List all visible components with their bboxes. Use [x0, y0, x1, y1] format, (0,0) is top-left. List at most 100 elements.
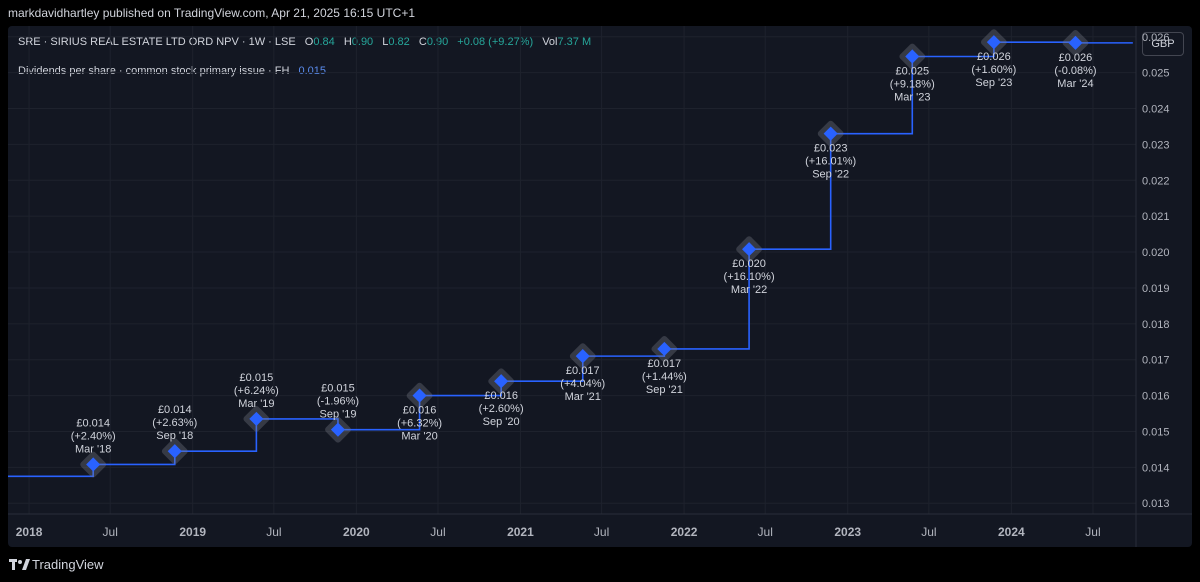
dividend-change-label: (+4.04%) [560, 378, 605, 390]
footer: TradingView [0, 547, 1200, 582]
low-value: 0.82 [388, 36, 410, 48]
x-tick-label: 2023 [834, 525, 861, 539]
y-tick-label: 0.018 [1142, 319, 1170, 331]
dividend-period-label: Mar '21 [565, 391, 601, 403]
dividend-chart: 0.026 0.025 0.024 0.023 0.022 0.021 0.020 0.019… [8, 26, 1192, 547]
dividend-period-label: Mar '20 [401, 431, 437, 443]
dividend-value-label: £0.014 [158, 404, 192, 416]
dividend-period-label: Sep '19 [319, 409, 356, 421]
x-tick-label: Jul [266, 525, 281, 539]
x-tick-label: Jul [758, 525, 773, 539]
dividend-change-label: (+2.60%) [479, 403, 524, 415]
y-tick-label: 0.015 [1142, 426, 1170, 438]
currency-button[interactable]: GBP [1142, 32, 1184, 56]
y-tick-label: 0.022 [1142, 175, 1170, 187]
dividend-period-label: Mar '24 [1057, 78, 1093, 90]
dividend-marker [249, 411, 264, 426]
dividend-marker [1068, 35, 1083, 50]
dividend-value-label: £0.020 [732, 258, 766, 270]
dividend-value-label: £0.015 [321, 383, 355, 395]
dividend-period-label: Sep '21 [646, 384, 683, 396]
dividend-value-label: £0.025 [895, 66, 929, 78]
dividend-period-label: Sep '23 [975, 77, 1012, 89]
y-tick-label: 0.014 [1142, 462, 1170, 474]
symbol-name: SRE · SIRIUS REAL ESTATE LTD ORD NPV · 1… [18, 36, 296, 48]
indicator-label: Dividends per share · common stock prima… [18, 65, 290, 77]
dividend-change-label: (-1.96%) [317, 396, 359, 408]
dividend-period-label: Mar '18 [75, 443, 111, 455]
indicator-legend[interactable]: Dividends per share · common stock prima… [18, 62, 326, 80]
dividend-step-line [8, 41, 1133, 478]
tradingview-logo-icon [9, 559, 30, 570]
y-tick-label: 0.016 [1142, 391, 1170, 403]
y-tick-label: 0.026 [1142, 32, 1170, 44]
x-tick-label: Jul [430, 525, 445, 539]
dividend-marker [167, 444, 182, 459]
dividend-period-label: Mar '19 [238, 398, 274, 410]
brand-name: TradingView [32, 557, 104, 572]
dividend-change-label: (+2.63%) [152, 417, 197, 429]
dividend-change-label: (+6.32%) [397, 418, 442, 430]
dividend-change-label: (+16.01%) [805, 156, 856, 168]
dividend-change-label: (+9.18%) [890, 79, 935, 91]
dividend-period-label: Sep '18 [156, 430, 193, 442]
dividend-period-label: Mar '23 [894, 92, 930, 104]
publisher-line: markdavidhartley published on TradingVie… [8, 6, 416, 20]
close-label: C [418, 36, 427, 48]
open-value: 0.84 [313, 36, 335, 48]
dividend-change-label: (+16.10%) [724, 271, 775, 283]
volume-label: Vol [542, 36, 558, 48]
y-tick-label: 0.013 [1142, 498, 1170, 510]
dividend-marker [742, 242, 757, 257]
x-tick-label: Jul [594, 525, 609, 539]
symbol-legend: SRE · SIRIUS REAL ESTATE LTD ORD NPV · 1… [18, 33, 591, 51]
publisher-bar: markdavidhartley published on TradingVie… [0, 0, 1200, 26]
dividend-marker [86, 457, 101, 472]
x-tick-label: Jul [1085, 525, 1100, 539]
high-label: H [343, 36, 352, 48]
x-tick-label: 2019 [179, 525, 206, 539]
x-tick-label: 2020 [343, 525, 370, 539]
y-tick-label: 0.025 [1142, 68, 1170, 80]
dividend-change-label: (+2.40%) [71, 430, 116, 442]
x-tick-label: Jul [921, 525, 936, 539]
y-tick-label: 0.020 [1142, 247, 1170, 259]
dividend-value-label: £0.015 [240, 372, 274, 384]
dividend-value-label: £0.017 [566, 365, 600, 377]
dividend-value-label: £0.016 [484, 390, 518, 402]
dividend-value-label: £0.023 [814, 143, 848, 155]
dividend-period-label: Mar '22 [731, 284, 767, 296]
dividend-period-label: Sep '22 [812, 169, 849, 181]
x-tick-label: 2018 [16, 525, 43, 539]
dividend-value-label: £0.016 [403, 405, 437, 417]
dividend-value-label: £0.026 [977, 51, 1011, 63]
indicator-value: 0.015 [298, 65, 327, 77]
dividend-value-label: £0.014 [76, 417, 110, 429]
x-tick-label: Jul [103, 525, 118, 539]
dividend-marker [986, 35, 1001, 50]
y-tick-label: 0.017 [1142, 355, 1170, 367]
dividend-value-label: £0.017 [648, 358, 682, 370]
dividend-marker [575, 349, 590, 364]
y-tick-label: 0.021 [1142, 211, 1170, 223]
chart-panel[interactable]: SRE · SIRIUS REAL ESTATE LTD ORD NPV · 1… [8, 26, 1192, 547]
dividend-marker [657, 341, 672, 357]
volume-value: 7.37 M [557, 36, 592, 48]
x-tick-label: 2021 [507, 525, 534, 539]
dividend-marker [823, 126, 838, 141]
open-label: O [304, 36, 314, 48]
dividend-change-label: (-0.08%) [1054, 65, 1096, 77]
y-tick-label: 0.023 [1142, 139, 1170, 151]
dividend-marker [412, 388, 427, 403]
dividend-period-label: Sep '20 [483, 416, 520, 428]
high-value: 0.90 [351, 36, 374, 48]
x-tick-label: 2024 [998, 525, 1025, 539]
dividend-value-label: £0.026 [1059, 52, 1093, 64]
dividend-change-label: (+6.24%) [234, 385, 279, 397]
y-tick-label: 0.019 [1142, 283, 1170, 295]
x-tick-label: 2022 [671, 525, 698, 539]
price-change: +0.08 (+9.27%) [457, 36, 534, 48]
dividend-change-label: (+1.44%) [642, 371, 687, 383]
dividend-marker [494, 374, 509, 389]
dividend-marker [905, 49, 920, 64]
